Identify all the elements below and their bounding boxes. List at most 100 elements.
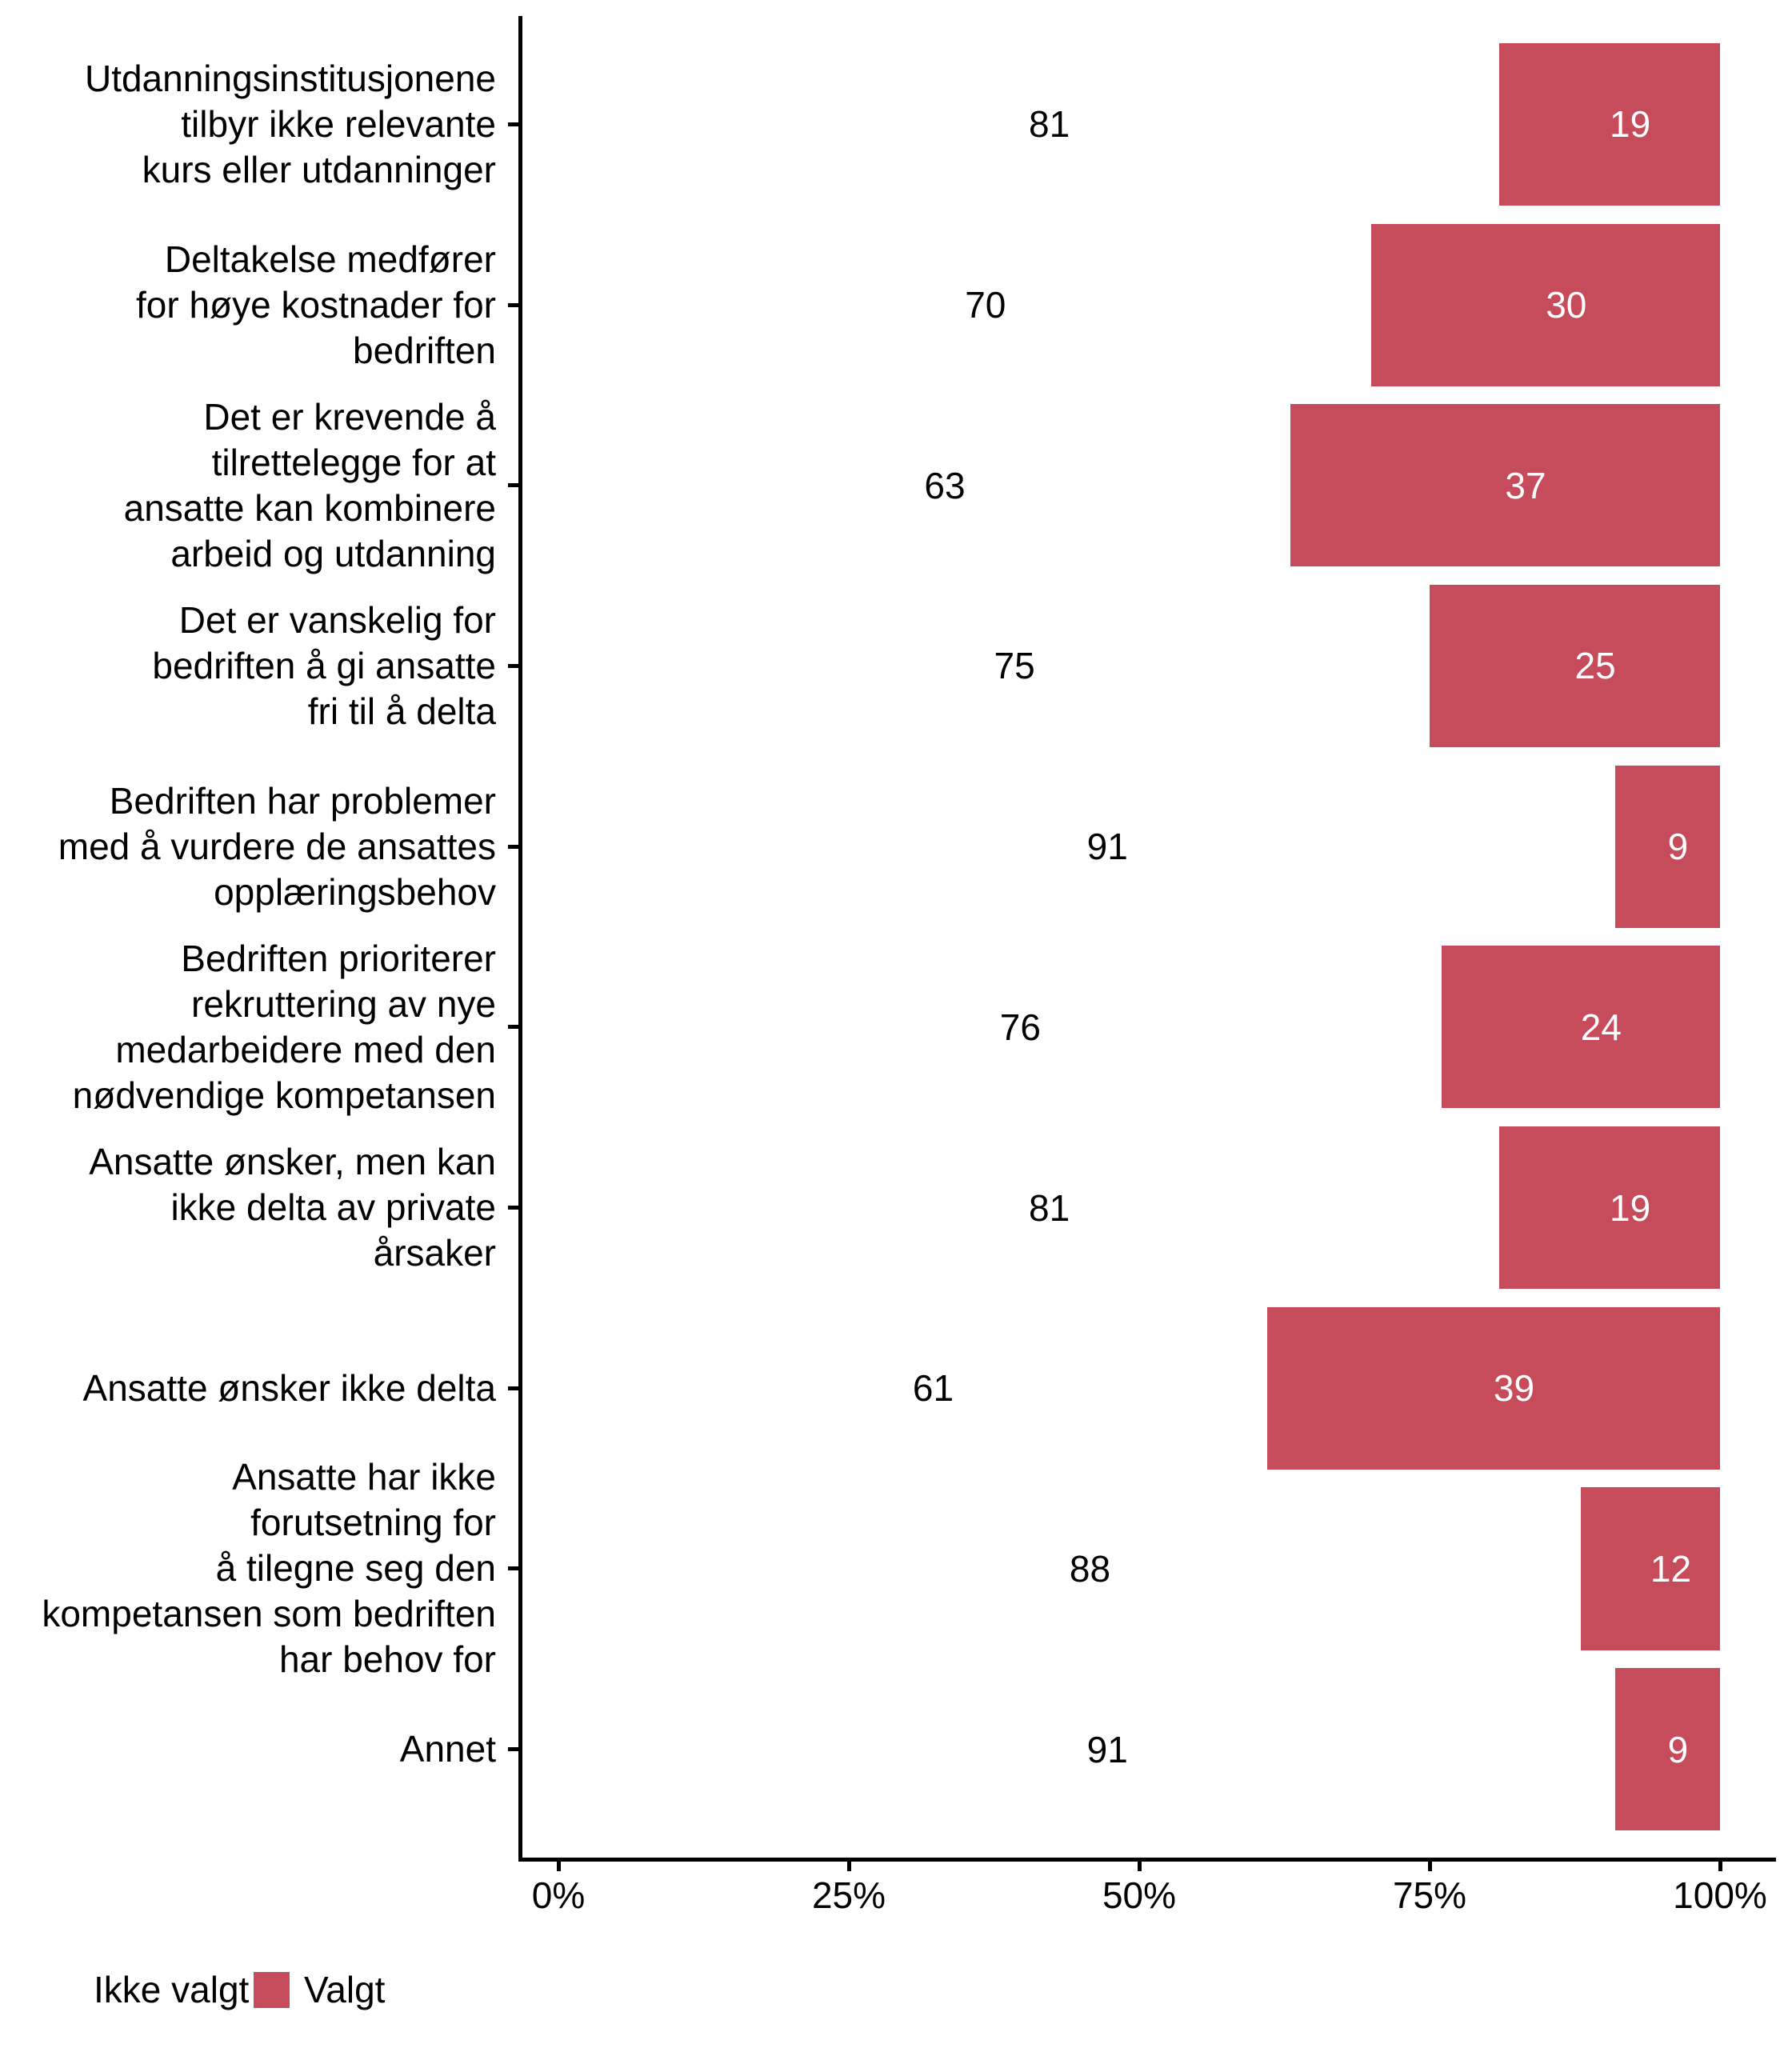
category-label: Annet bbox=[0, 1726, 496, 1772]
category-label-line: Deltakelse medfører bbox=[164, 238, 496, 280]
value-label-valgt: 37 bbox=[1505, 464, 1546, 506]
category-label-line: har behov for bbox=[278, 1638, 496, 1681]
category-label-line: fri til å delta bbox=[307, 690, 496, 732]
bar-segment-valgt bbox=[1499, 42, 1720, 206]
value-label-valgt: 9 bbox=[1667, 826, 1689, 868]
category-label: Det er vanskelig for bedriften å gi ansat… bbox=[0, 598, 496, 734]
value-label-ikke-valgt: 70 bbox=[965, 284, 1006, 326]
value-label-valgt: 24 bbox=[1580, 1006, 1622, 1048]
bar-segment-valgt bbox=[1371, 223, 1720, 386]
bar-segment-ikke-valgt bbox=[558, 765, 1616, 928]
category-label-line: bedriften å gi ansatte bbox=[152, 644, 496, 686]
category-label-line: med å vurdere de ansattes bbox=[58, 825, 496, 867]
category-label: Bedriften prioriterer rekruttering av nye… bbox=[0, 936, 496, 1118]
x-axis-tick bbox=[556, 1862, 561, 1871]
x-axis-tick bbox=[846, 1862, 851, 1871]
category-label: Det er krevende å tilrettelegge for at ans… bbox=[0, 394, 496, 577]
category-label-line: årsaker bbox=[373, 1232, 496, 1274]
category-label-line: rekruttering av nye bbox=[191, 982, 496, 1025]
category-label-line: nødvendige kompetansen bbox=[72, 1074, 496, 1116]
category-label: Ansatte ønsker ikke delta bbox=[0, 1366, 496, 1411]
bar-segment-ikke-valgt bbox=[558, 1668, 1616, 1831]
category-label-line: ikke delta av private bbox=[170, 1186, 496, 1229]
category-label-line: Bedriften har problemer bbox=[109, 779, 496, 822]
value-label-ikke-valgt: 76 bbox=[999, 1006, 1041, 1048]
x-axis-tick-label: 0% bbox=[531, 1874, 586, 1916]
y-axis-tick bbox=[508, 1386, 518, 1390]
y-axis-tick bbox=[508, 483, 518, 488]
x-axis-tick bbox=[1718, 1862, 1722, 1871]
value-label-ikke-valgt: 88 bbox=[1069, 1547, 1111, 1590]
bar-segment-ikke-valgt bbox=[558, 946, 1442, 1109]
y-axis-tick bbox=[508, 1025, 518, 1030]
bar-segment-valgt bbox=[1441, 946, 1720, 1109]
bar-segment-ikke-valgt bbox=[558, 1126, 1500, 1290]
legend-key-ikke-valgt bbox=[44, 1972, 80, 2008]
category-label-line: ansatte kan kombinere bbox=[123, 486, 496, 529]
y-axis-tick bbox=[508, 844, 518, 849]
value-label-valgt: 39 bbox=[1493, 1367, 1535, 1410]
bar-segment-valgt bbox=[1580, 1487, 1720, 1650]
bar-segment-ikke-valgt bbox=[558, 223, 1372, 386]
y-axis-tick bbox=[508, 1747, 518, 1752]
category-label-line: Det er vanskelig for bbox=[178, 598, 496, 641]
category-label-line: bedriften bbox=[352, 329, 496, 371]
category-label-line: tilrettelegge for at bbox=[211, 441, 496, 483]
category-label-line: Det er krevende å bbox=[203, 395, 496, 438]
category-label-line: medarbeidere med den bbox=[115, 1028, 496, 1070]
category-label-line: Ansatte ønsker, men kan bbox=[89, 1141, 496, 1183]
value-label-ikke-valgt: 81 bbox=[1029, 103, 1070, 146]
category-label-line: forutsetning for bbox=[250, 1502, 496, 1544]
bar-segment-ikke-valgt bbox=[558, 584, 1430, 748]
legend-label-valgt: Valgt bbox=[304, 1969, 386, 2010]
category-label-line: tilbyr ikke relevante bbox=[181, 102, 496, 145]
value-label-ikke-valgt: 91 bbox=[1086, 826, 1128, 868]
category-label-line: opplæringsbehov bbox=[214, 870, 496, 913]
value-label-ikke-valgt: 63 bbox=[924, 464, 966, 506]
bar-segment-valgt bbox=[1290, 404, 1720, 567]
category-label: Ansatte ønsker, men kan ikke delta av pri… bbox=[0, 1139, 496, 1276]
category-label-line: kompetansen som bedriften bbox=[42, 1593, 496, 1635]
x-axis-tick-label: 100% bbox=[1673, 1874, 1767, 1916]
category-label-line: kurs eller utdanninger bbox=[142, 148, 496, 190]
y-axis-tick bbox=[508, 1206, 518, 1210]
y-axis-tick bbox=[508, 122, 518, 126]
bar-segment-valgt bbox=[1430, 584, 1720, 748]
value-label-ikke-valgt: 75 bbox=[994, 645, 1035, 687]
value-label-valgt: 25 bbox=[1574, 645, 1616, 687]
legend-label-ikke-valgt: Ikke valgt bbox=[94, 1969, 250, 2010]
y-axis-tick bbox=[508, 663, 518, 668]
y-axis-line bbox=[518, 16, 522, 1862]
x-axis-tick-label: 50% bbox=[1102, 1874, 1177, 1916]
category-label-line: Utdanningsinstitusjonene bbox=[84, 57, 496, 99]
legend-key-valgt bbox=[254, 1972, 290, 2008]
value-label-ikke-valgt: 61 bbox=[912, 1367, 954, 1410]
category-label: Ansatte har ikke forutsetning for å tilegn… bbox=[0, 1454, 496, 1682]
bar-segment-valgt bbox=[1615, 1668, 1720, 1831]
category-label-line: for høye kostnader for bbox=[136, 283, 496, 326]
bar-segment-ikke-valgt bbox=[558, 42, 1500, 206]
y-axis-tick bbox=[508, 302, 518, 307]
value-label-valgt: 9 bbox=[1667, 1728, 1689, 1770]
category-label: Utdanningsinstitusjonene tilbyr ikke rele… bbox=[0, 56, 496, 193]
bar-segment-ikke-valgt bbox=[558, 404, 1290, 567]
bar-segment-valgt bbox=[1615, 765, 1720, 928]
x-axis-tick bbox=[1427, 1862, 1432, 1871]
bar-segment-valgt bbox=[1266, 1306, 1720, 1470]
value-label-ikke-valgt: 91 bbox=[1086, 1728, 1128, 1770]
category-label-line: Ansatte ønsker ikke delta bbox=[82, 1366, 496, 1409]
value-label-valgt: 30 bbox=[1546, 284, 1587, 326]
category-label: Deltakelse medfører for høye kostnader fo… bbox=[0, 237, 496, 374]
value-label-valgt: 12 bbox=[1650, 1547, 1692, 1590]
bar-segment-ikke-valgt bbox=[558, 1487, 1581, 1650]
category-label-line: arbeid og utdanning bbox=[170, 532, 496, 574]
bar-segment-valgt bbox=[1499, 1126, 1720, 1290]
category-label-line: Annet bbox=[399, 1728, 496, 1770]
category-label: Bedriften har problemer med å vurdere de … bbox=[0, 778, 496, 915]
x-axis-tick-label: 25% bbox=[811, 1874, 886, 1916]
category-label-line: å tilegne seg den bbox=[215, 1547, 496, 1590]
y-axis-tick bbox=[508, 1566, 518, 1571]
x-axis-tick bbox=[1137, 1862, 1142, 1871]
category-label-line: Bedriften prioriterer bbox=[181, 937, 496, 979]
category-label-line: Ansatte har ikke bbox=[232, 1456, 496, 1498]
